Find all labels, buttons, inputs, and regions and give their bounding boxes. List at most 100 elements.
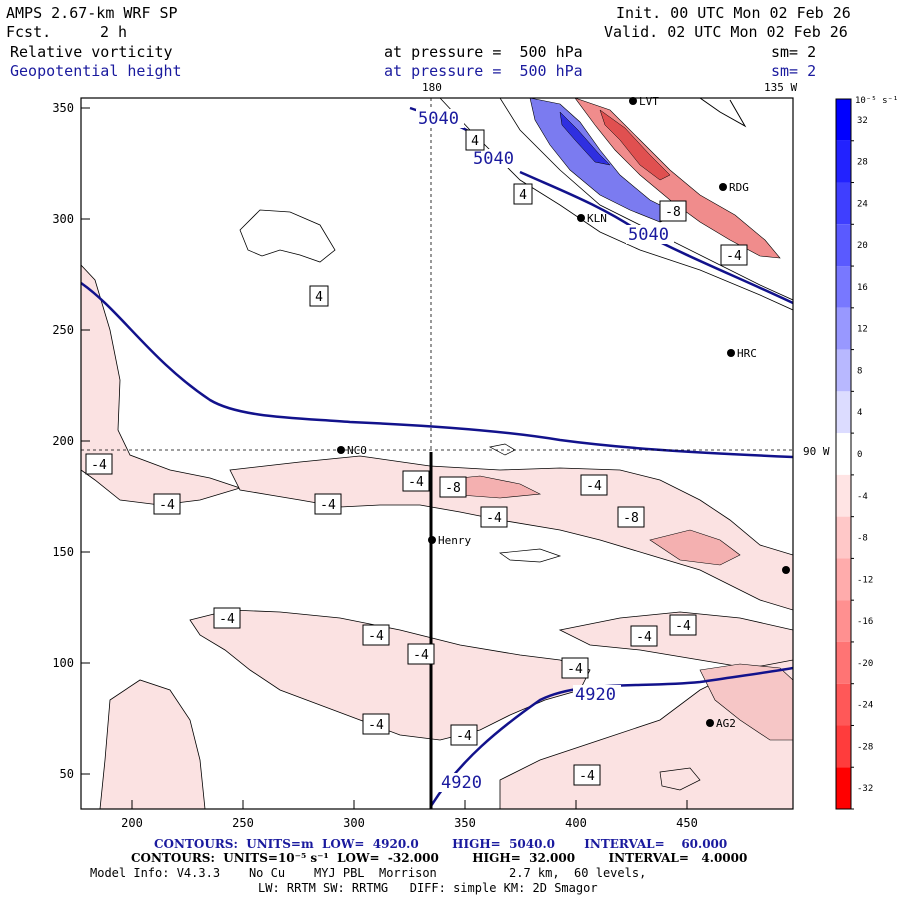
color-bar-swatch [836,349,851,392]
color-bar-frame [835,98,852,810]
vorticity-label: -8 [665,205,681,220]
color-bar-swatch [836,224,851,267]
station-dot [706,719,714,727]
field1-smoothing: sm= 2 [771,43,817,61]
color-bar-swatch [836,725,851,768]
vort-contour [488,443,516,456]
x-tick-label: 250 [232,816,254,830]
station-dot [727,349,735,357]
height-label-bg [573,685,621,704]
pos-vort-core [559,111,611,166]
right-label-90w: 90 W [803,445,830,458]
plot-frame [80,97,794,810]
x-tick-label: 450 [676,816,698,830]
neg-vort-region [99,679,206,809]
height-label-bg [439,773,487,792]
station-hrc: HRC [737,347,757,360]
valid-time: Valid. 02 UTC Mon 02 Feb 26 [604,23,848,41]
color-bar-label: 12 [857,325,868,335]
station-dot [577,214,585,222]
station-rdg: RDG [729,181,749,194]
color-bar-label: -4 [857,492,868,502]
vorticity-label: -4 [586,479,602,494]
axes: 200 250 300 350 400 450 350 300 250 200 150 100 50 [52,101,698,830]
vort-contour [499,548,562,563]
vorticity-label-box [309,285,329,307]
station-dot [782,566,790,574]
forecast-hour: 2 h [100,23,128,41]
height-labels: 5040 5040 5040 4920 4920 [416,109,674,793]
vorticity-label-box [450,724,478,746]
vorticity-label: -4 [675,619,691,634]
vorticity-label: -4 [408,475,424,490]
vorticity-label: 4 [519,188,527,203]
color-bar-swatch [836,516,851,559]
vorticity-fill-layer [81,98,793,809]
vort-contour [659,767,701,791]
vorticity-label-box [669,614,697,636]
vorticity-label: -4 [368,629,384,644]
height-label: 5040 [473,149,514,169]
neg-vort-region [189,609,591,741]
height-label-bg [471,149,519,168]
neg-vort-core [599,109,671,181]
field1-name: Relative vorticity [10,43,173,61]
top-label-135w: 135 W [764,81,797,94]
vorticity-label-box [85,453,113,475]
height-label: 5040 [418,109,459,129]
top-label-180: 180 [422,81,442,94]
vorticity-label-box [362,624,390,646]
station-dot [719,183,727,191]
forecast-label: Fcst. [6,23,52,41]
y-tick-label: 200 [52,434,74,448]
height-label: 4920 [441,773,482,793]
station-ag2: AG2 [716,717,736,730]
x-tick-label: 300 [343,816,365,830]
color-bar-label: -20 [857,659,873,669]
color-bar-swatch [836,474,851,517]
color-bar-label: -12 [857,575,873,585]
neg-vort-region [81,264,242,506]
station-lvt: LVT [639,95,659,108]
vorticity-label: -4 [636,630,652,645]
vorticity-label: -4 [219,612,235,627]
vorticity-label: -4 [320,498,336,513]
color-bar-swatch [836,683,851,726]
vorticity-label-box [465,129,485,151]
model-title: AMPS 2.67-km WRF SP [6,4,178,22]
vort-contour [499,98,793,301]
neg-vort-region [558,611,793,671]
y-tick-label: 300 [52,212,74,226]
vorticity-label-box [213,607,241,629]
color-bar-swatch [836,140,851,183]
color-bar-label: -32 [857,784,873,794]
color-bar: 10⁻⁵ s⁻¹ 32 28 24 20 16 12 8 4 0 -4 -8 -12 -16 -20 -24 -… [835,96,898,810]
color-bar-label: -16 [857,617,873,627]
vorticity-label: -4 [159,498,175,513]
height-label-bg [626,225,674,244]
station-kln: KLN [587,212,607,225]
footer-height-contours: CONTOURS: UNITS=m LOW= 4920.0 HIGH= 5040… [154,837,728,851]
neg-vort-core [699,663,793,741]
station-dot [428,536,436,544]
color-bar-label: 32 [857,116,868,126]
color-bar-label: 4 [857,408,862,418]
color-bar-swatch [836,266,851,308]
vorticity-label-box [573,764,601,786]
vorticity-label-box [580,474,608,496]
vort-contour [239,209,336,263]
station-dot [337,446,345,454]
y-tick-label: 100 [52,656,74,670]
station-nco: NCO [347,444,367,457]
color-bar-label: 20 [857,241,868,251]
color-bar-swatch [836,600,851,642]
field2-smoothing: sm= 2 [771,62,817,80]
field2-name: Geopotential height [10,62,182,80]
height-label: 5040 [628,225,669,245]
vorticity-label: -4 [579,769,595,784]
color-bar-label: 24 [857,199,868,209]
vorticity-label-box [480,506,508,528]
neg-vort-core [649,529,741,566]
color-bar-swatch [836,307,851,350]
